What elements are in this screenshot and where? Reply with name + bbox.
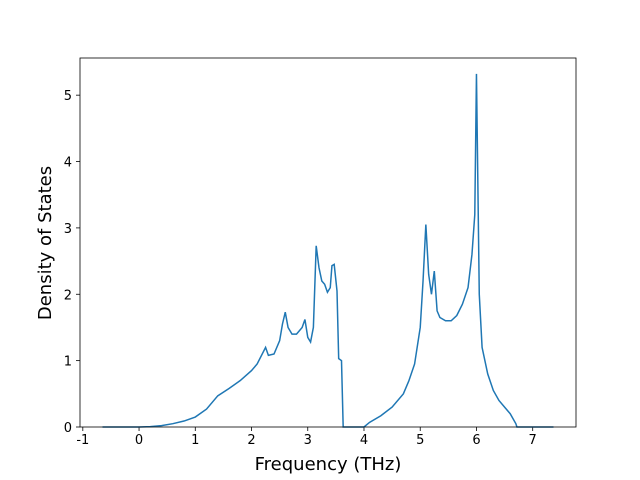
y-tick-label: 4 bbox=[64, 156, 72, 171]
x-tick-label: 0 bbox=[135, 433, 143, 448]
plot-frame bbox=[79, 57, 577, 428]
y-tick-label: 3 bbox=[64, 222, 72, 237]
x-axis-label: Frequency (THz) bbox=[255, 454, 402, 475]
x-tick-label: -1 bbox=[76, 433, 89, 448]
y-tick-label: 5 bbox=[64, 89, 72, 104]
x-tick-label: 3 bbox=[304, 433, 312, 448]
x-tick-label: 2 bbox=[247, 433, 255, 448]
x-tick-label: 7 bbox=[529, 433, 537, 448]
x-tick-label: 1 bbox=[191, 433, 199, 448]
x-tick-label: 6 bbox=[472, 433, 480, 448]
y-tick-label: 0 bbox=[64, 421, 72, 436]
data-line bbox=[102, 73, 554, 428]
y-tick-label: 1 bbox=[64, 355, 72, 370]
y-tick-label: 2 bbox=[64, 288, 72, 303]
x-tick-label: 5 bbox=[416, 433, 424, 448]
x-tick-label: 4 bbox=[360, 433, 368, 448]
y-axis-label: Density of States bbox=[35, 166, 56, 320]
